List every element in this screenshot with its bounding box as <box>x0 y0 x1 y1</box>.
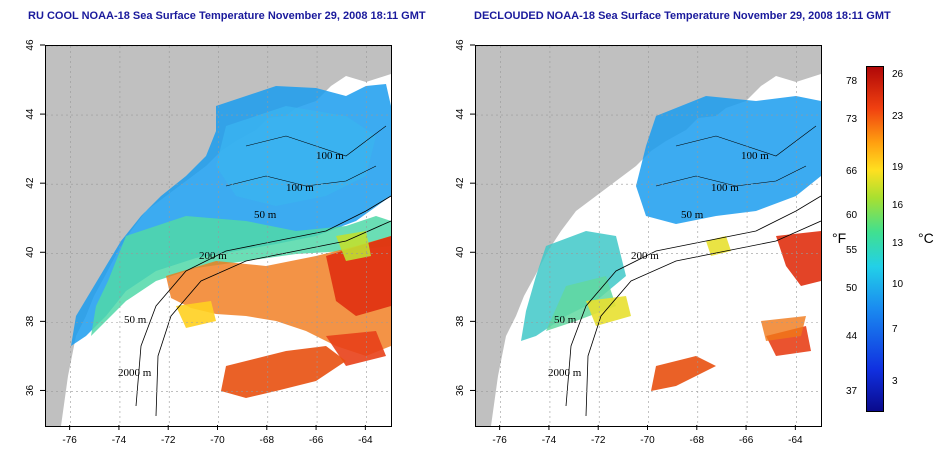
contour-label: 2000 m <box>548 367 582 379</box>
colorbar-fahrenheit-label: 44 <box>846 330 858 342</box>
contour-label: 100 m <box>316 150 344 162</box>
isobath-contour <box>585 220 821 417</box>
colorbar-celsius-label: 16 <box>892 200 904 212</box>
land-mass <box>46 46 391 426</box>
land-mass <box>476 46 821 426</box>
x-tick-label: -64 <box>358 435 373 446</box>
left-panel-title: RU COOL NOAA-18 Sea Surface Temperature … <box>28 10 426 22</box>
y-tick-label: 40 <box>455 246 466 258</box>
x-tick-label: -72 <box>591 435 606 446</box>
shelf-water <box>91 216 391 336</box>
gridlines <box>46 46 391 426</box>
colorbar-celsius-label: 23 <box>892 110 904 122</box>
contour-label: 100 m <box>286 182 314 194</box>
colorbar-celsius-label: 10 <box>892 279 904 291</box>
colorbar-celsius-label: 19 <box>892 162 904 174</box>
y-tick-label: 46 <box>25 39 36 51</box>
contour-label: 100 m <box>741 150 769 162</box>
colorbar-fahrenheit-label: 66 <box>846 165 858 177</box>
gridlines <box>476 46 821 426</box>
right-sst-map: 100 m 100 m 50 m 200 m 50 m 2000 m <box>475 45 822 427</box>
x-tick-label: -72 <box>161 435 176 446</box>
colorbar <box>866 66 884 412</box>
x-tick-label: -76 <box>62 435 77 446</box>
cold-water-region <box>636 96 821 224</box>
y-tick-label: 46 <box>455 39 466 51</box>
contour-label: 100 m <box>711 182 739 194</box>
x-tick-label: -70 <box>640 435 655 446</box>
y-tick-label: 36 <box>455 384 466 396</box>
colorbar-celsius-label: 13 <box>892 238 904 249</box>
x-tick-label: -74 <box>112 435 127 446</box>
x-tick-label: -68 <box>260 435 275 446</box>
x-tick-label: -64 <box>788 435 803 446</box>
x-tick-label: -66 <box>739 435 754 446</box>
y-tick-label: 38 <box>25 315 36 327</box>
colorbar-celsius-label: 26 <box>892 69 904 81</box>
isobath-contour <box>135 195 391 407</box>
warm-water-region <box>776 231 821 286</box>
x-tick-label: -66 <box>309 435 324 446</box>
colorbar-celsius-label: 7 <box>892 324 898 335</box>
y-tick-label: 44 <box>455 108 466 120</box>
y-tick-label: 42 <box>455 177 466 189</box>
colorbar-fahrenheit-label: 78 <box>846 76 858 88</box>
x-tick-label: -70 <box>210 435 225 446</box>
colorbar-fahrenheit-label: 50 <box>846 282 858 294</box>
colorbar-fahrenheit-label: 60 <box>846 210 858 222</box>
fahrenheit-unit: °F <box>832 230 847 246</box>
contour-label: 50 m <box>254 209 277 221</box>
y-tick-label: 38 <box>455 315 466 327</box>
contour-label: 2000 m <box>118 367 152 379</box>
celsius-unit: °C <box>918 230 934 246</box>
colorbar-fahrenheit-label: 73 <box>846 114 858 126</box>
colorbar-fahrenheit-label: 55 <box>846 244 858 256</box>
x-tick-label: -76 <box>492 435 507 446</box>
isobath-contour <box>675 125 817 157</box>
isobath-contour <box>655 165 807 187</box>
isobath-contour <box>155 220 391 417</box>
isobath-contour <box>225 165 377 187</box>
x-tick-label: -74 <box>542 435 557 446</box>
contour-label: 50 m <box>124 314 147 326</box>
left-sst-map: 100 m 100 m 50 m 200 m 50 m 2000 m <box>45 45 392 427</box>
y-tick-label: 40 <box>25 246 36 258</box>
isobath-contour <box>245 125 387 157</box>
contour-label: 50 m <box>554 314 577 326</box>
y-tick-label: 42 <box>25 177 36 189</box>
x-tick-label: -68 <box>690 435 705 446</box>
right-axes: -76 -74 -72 -70 -68 -66 -64 36 38 40 42 44 46 <box>455 39 803 446</box>
isobath-contour <box>565 195 821 407</box>
y-tick-label: 44 <box>25 108 36 120</box>
left-axes: -76 -74 -72 -70 -68 -66 -64 36 38 40 42 44 46 <box>25 39 373 446</box>
y-tick-label: 36 <box>25 384 36 396</box>
right-panel-title: DECLOUDED NOAA-18 Sea Surface Temperatur… <box>474 10 891 22</box>
colorbar-celsius-label: 3 <box>892 375 898 387</box>
colorbar-fahrenheit-label: 37 <box>846 385 858 397</box>
